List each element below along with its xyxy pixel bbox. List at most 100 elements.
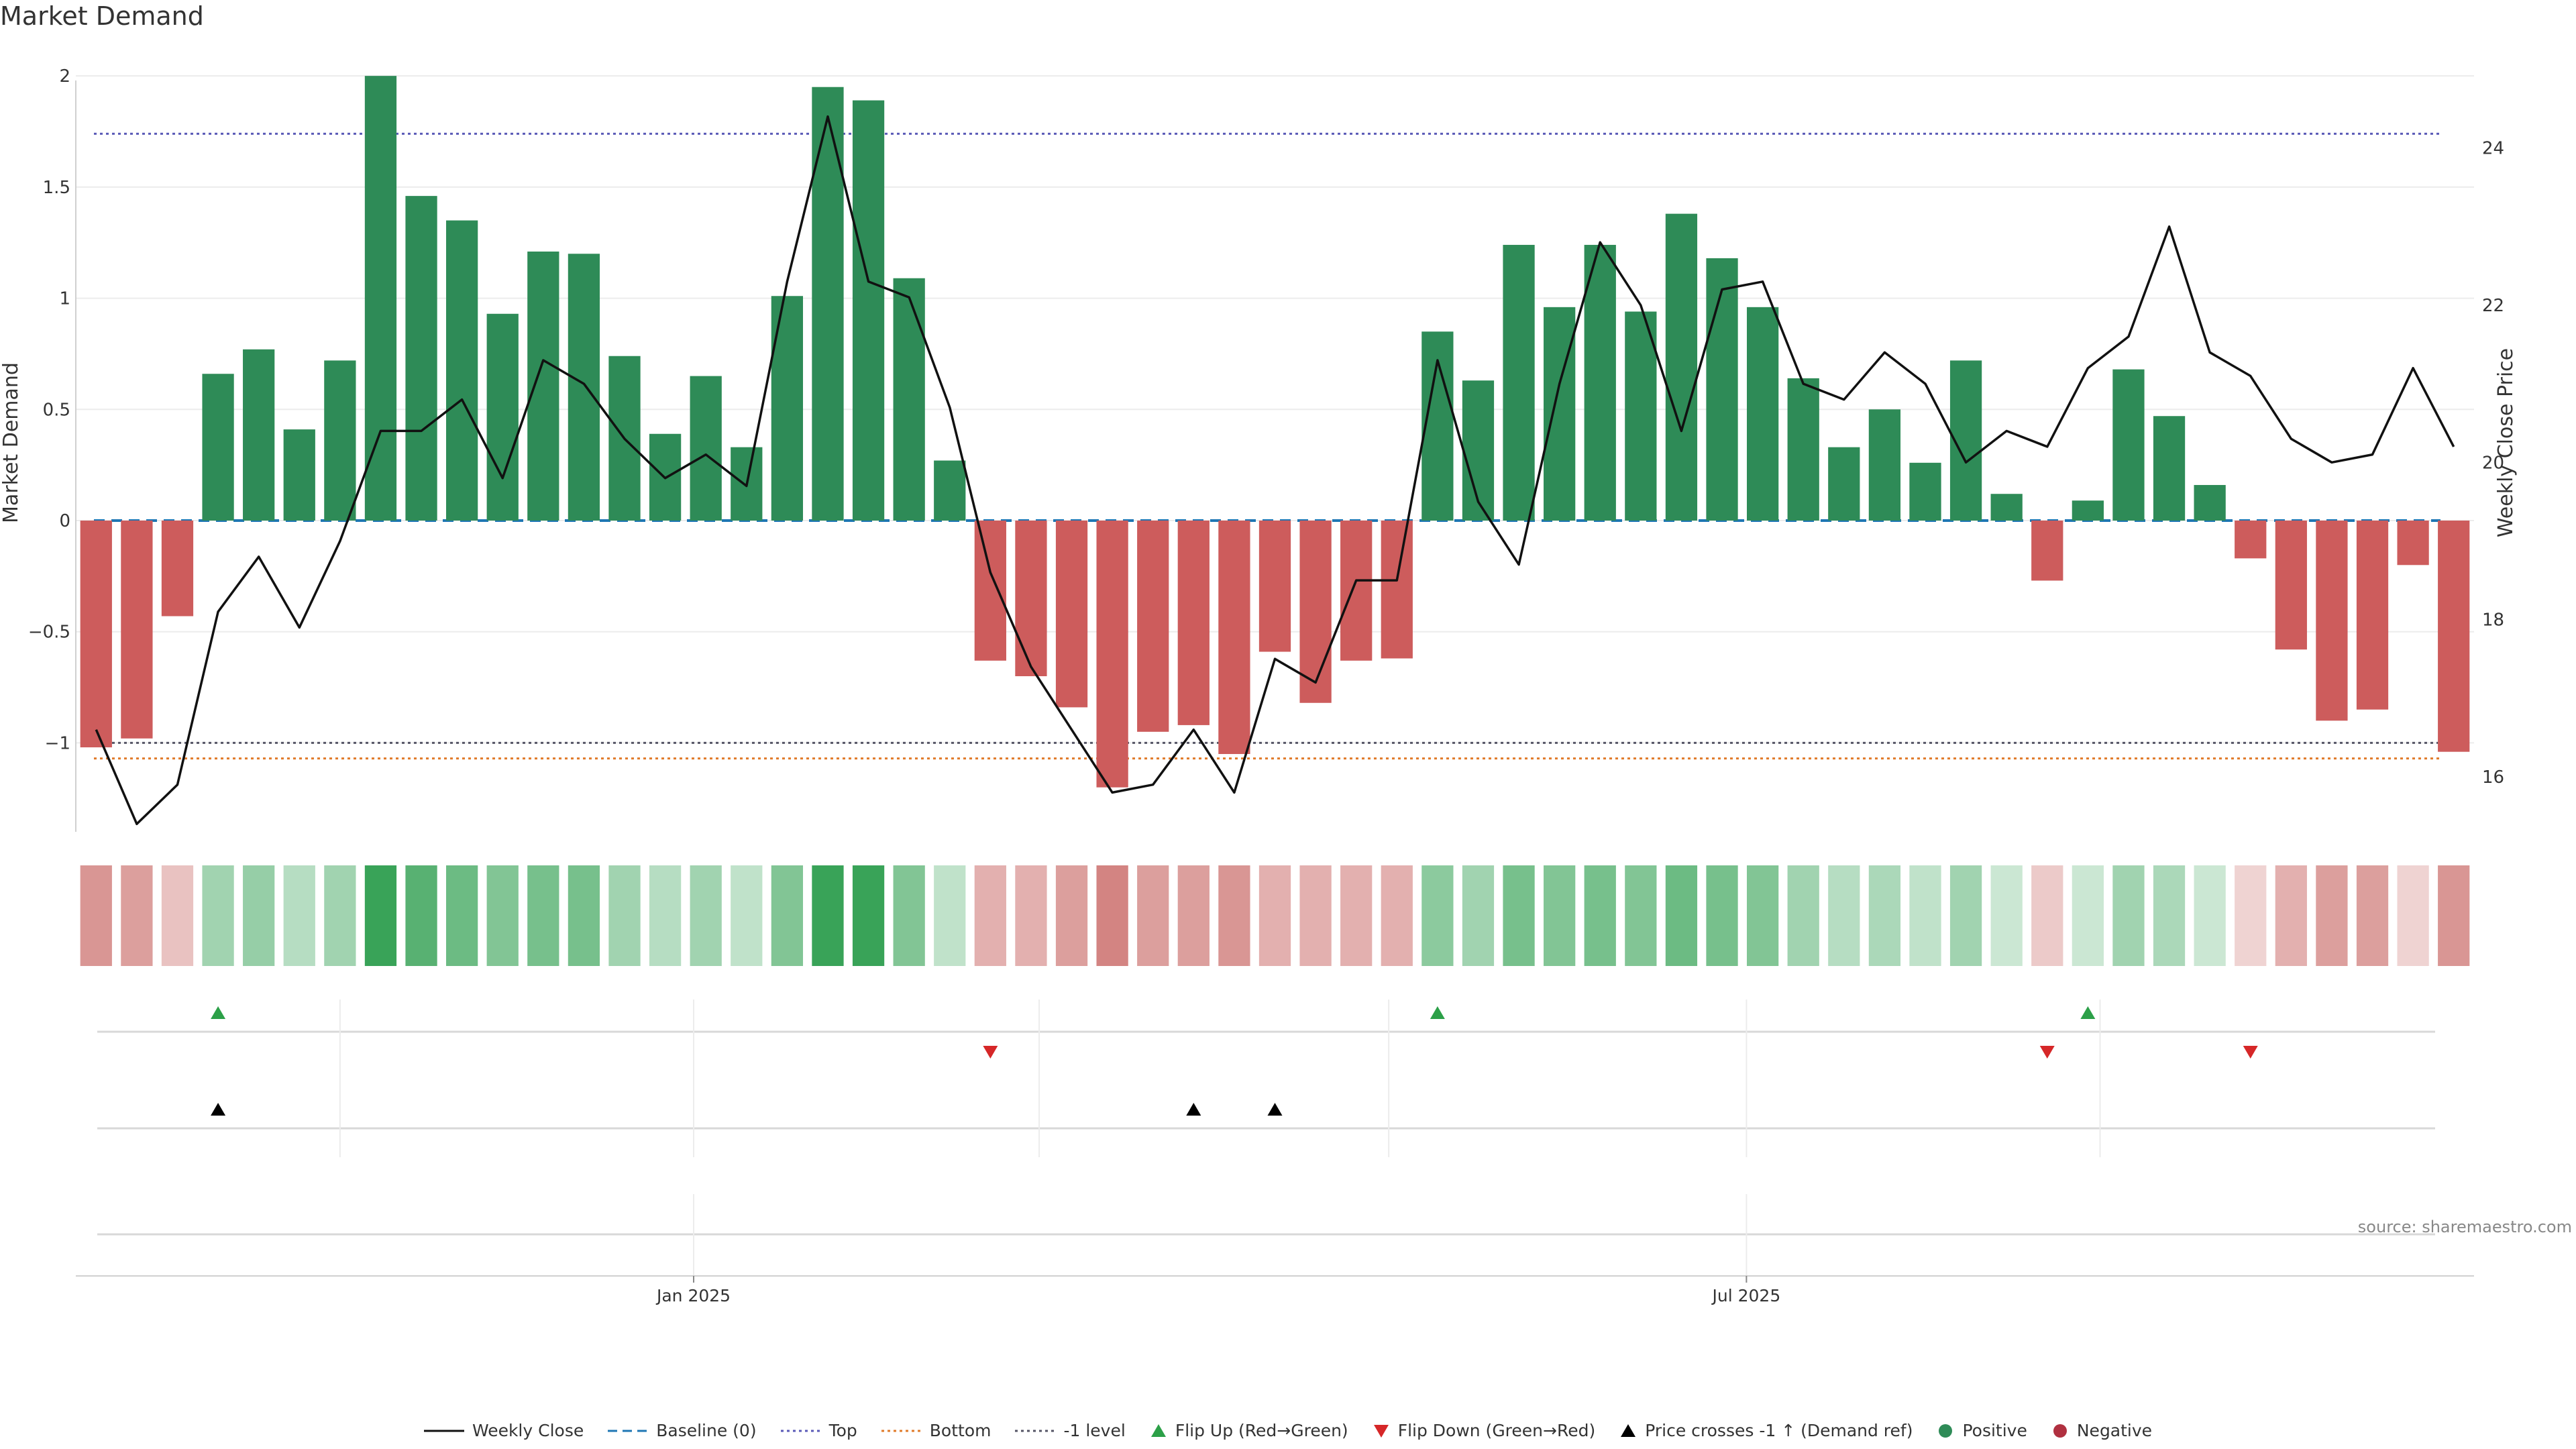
heat-cell [1462,865,1495,966]
heat-cell [2275,865,2307,966]
heat-cell [771,865,804,966]
heat-cell [2397,865,2429,966]
heat-cell [1299,865,1332,966]
heat-cell [1218,865,1250,966]
demand-bar [568,254,600,521]
demand-bar [2153,416,2186,521]
demand-bar [1218,521,1250,754]
demand-bar [1096,521,1128,788]
legend-item: -1 level [1015,1421,1126,1440]
axes: −1 −0.5 0 0.5 1 1.5 2 16 18 20 22 24 Market Demand We… [0,66,2518,832]
demand-bar [812,87,844,521]
y2-tick-label: 22 [2482,296,2504,316]
y2-axis-title: Weekly Close Price [2494,348,2518,537]
chart-title: Market Demand [0,1,204,31]
heat-cell [1746,865,1779,966]
heat-cell [893,865,925,966]
legend-swatch-icon [1015,1430,1056,1432]
heat-cell [1544,865,1576,966]
y-tick-label: 2 [59,66,70,87]
legend-item: Price crosses -1 ↑ (Demand ref) [1619,1421,1913,1440]
demand-bar [486,313,519,521]
legend-triangle-up-icon [1621,1424,1636,1437]
legend-item: Positive [1937,1421,2027,1440]
heat-cell [731,865,763,966]
y-axis-title: Market Demand [0,362,23,523]
demand-bar [1787,378,1819,521]
legend-item: Bottom [881,1421,991,1440]
heat-cell [1787,865,1819,966]
demand-bar [161,521,194,616]
heat-cell [1828,865,1860,966]
y2-tick-label: 18 [2482,610,2504,631]
heat-cell [364,865,397,966]
demand-heat-strip [80,865,2470,966]
heat-cell [1706,865,1738,966]
heat-cell [934,865,966,966]
heat-cell [283,865,315,966]
heat-cell [527,865,559,966]
demand-bar [934,460,966,521]
heat-cell [243,865,275,966]
heat-cell [2112,865,2145,966]
demand-bar [1299,521,1332,703]
demand-bar [2356,521,2389,710]
heat-cell [1177,865,1210,966]
heat-cell [1665,865,1698,966]
heat-cell [1909,865,1941,966]
heat-cell [405,865,437,966]
demand-bar [1544,307,1576,521]
demand-bar [1015,521,1047,676]
legend-triangle-down-icon [1373,1424,1389,1438]
legend-swatch-icon [1150,1424,1166,1437]
legend-label: Positive [1962,1421,2027,1440]
demand-bar [2316,521,2348,721]
price-cross-marker [211,1103,226,1116]
flip-up-marker [2080,1006,2096,1019]
demand-bar [2031,521,2063,581]
demand-bar [1137,521,1169,732]
heat-cell [486,865,519,966]
heat-cell [1868,865,1901,966]
price-cross-marker [1267,1103,1283,1116]
demand-bar [446,220,478,521]
source-credit: source: sharemaestro.com [2357,1218,2572,1236]
x-tick-label: Jan 2025 [655,1286,731,1305]
legend-label: Baseline (0) [656,1421,757,1440]
heat-cell [2356,865,2389,966]
weekly-close-line [95,115,2455,826]
flip-down-marker [2243,1046,2258,1059]
legend-label: Negative [2076,1421,2153,1440]
legend-item: Weekly Close [423,1421,584,1440]
demand-bar [1909,462,1941,521]
heat-cell [1503,865,1535,966]
demand-bar [2194,484,2226,521]
demand-bar [364,76,397,521]
heat-cell [324,865,356,966]
heat-cell [690,865,722,966]
heat-cell [1381,865,1413,966]
x-tick-label: Jul 2025 [1711,1286,1781,1305]
demand-bars [80,76,2470,788]
demand-bar [527,251,559,521]
demand-bar [1746,307,1779,521]
heat-cell [1096,865,1128,966]
heat-cell [1990,865,2023,966]
demand-bar [1462,380,1495,521]
y-tick-label: 1 [59,289,70,309]
heat-cell [446,865,478,966]
legend-swatch-icon [1373,1424,1389,1438]
heat-cell [1340,865,1373,966]
legend-swatch-icon [1939,1424,1953,1438]
heat-cell [1055,865,1088,966]
demand-bar [80,521,112,748]
legend-swatch-icon [423,1430,464,1432]
demand-bar [2397,521,2429,566]
legend-swatch-icon [881,1430,922,1432]
demand-bar [121,521,153,739]
demand-bar [2438,521,2470,752]
demand-bar [1625,311,1657,521]
reference-lines [94,132,2440,760]
legend-swatch-icon [608,1430,649,1432]
flip-down-marker [2039,1046,2055,1059]
